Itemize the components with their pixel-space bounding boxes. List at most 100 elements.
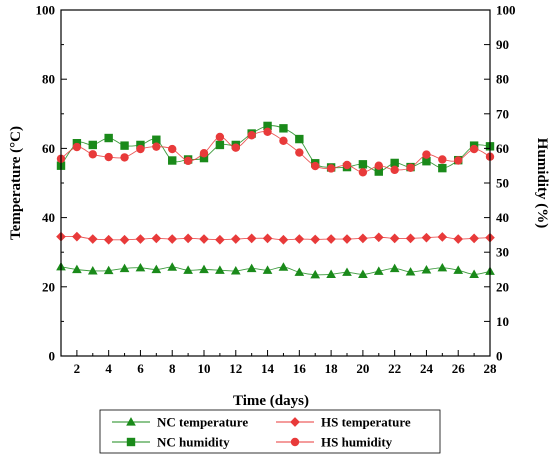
x-tick-label: 14 xyxy=(261,361,275,376)
data-point-nc-temperature xyxy=(294,267,305,276)
legend-item-nc-temperature: NC temperature xyxy=(112,415,248,430)
data-point-hs-temperature xyxy=(453,234,464,244)
data-point-hs-humidity xyxy=(183,156,193,166)
x-tick-label: 28 xyxy=(484,361,498,376)
data-point-hs-humidity xyxy=(104,152,113,162)
y-tick-label-left: 40 xyxy=(42,210,55,225)
x-tick-label: 26 xyxy=(452,361,466,376)
series-line-nc-temperature xyxy=(60,266,491,276)
data-point-hs-temperature xyxy=(421,232,432,243)
data-point-nc-temperature xyxy=(167,262,178,271)
series-line-nc-humidity xyxy=(60,125,491,173)
data-point-hs-humidity xyxy=(72,142,82,152)
x-tick-label: 22 xyxy=(388,361,401,376)
data-point-nc-temperature xyxy=(151,264,162,274)
series-line-hs-humidity xyxy=(60,131,491,173)
data-point-nc-humidity xyxy=(168,156,177,165)
data-point-nc-humidity xyxy=(88,140,97,150)
data-point-nc-temperature xyxy=(326,269,336,278)
data-point-nc-humidity xyxy=(120,141,129,150)
y-tick-label-right: 50 xyxy=(496,176,509,191)
legend-marker xyxy=(126,437,136,447)
data-point-hs-temperature xyxy=(358,233,368,244)
data-point-hs-humidity xyxy=(311,161,320,171)
data-point-hs-temperature xyxy=(135,234,146,244)
data-point-nc-temperature xyxy=(183,265,193,274)
data-point-nc-humidity xyxy=(199,153,209,163)
legend-label: HS temperature xyxy=(321,415,411,430)
plot-frame xyxy=(60,9,491,357)
data-point-hs-temperature xyxy=(246,233,257,244)
x-tick-label: 20 xyxy=(356,361,369,376)
data-point-nc-humidity xyxy=(295,134,304,144)
data-point-nc-humidity xyxy=(438,163,447,173)
legend-label: HS humidity xyxy=(321,435,393,450)
y-tick-label-left: 80 xyxy=(42,72,55,87)
y-tick-label-right: 40 xyxy=(496,210,509,225)
data-point-hs-humidity xyxy=(168,144,177,154)
data-point-hs-humidity xyxy=(279,136,288,145)
data-point-hs-temperature xyxy=(151,233,162,244)
legend-label: NC humidity xyxy=(157,435,230,450)
data-point-nc-temperature xyxy=(342,267,352,276)
data-point-hs-temperature xyxy=(183,233,193,244)
x-tick-label: 16 xyxy=(293,361,307,376)
data-point-nc-temperature xyxy=(119,263,130,273)
series-nc-temperature xyxy=(56,261,495,279)
x-tick-label: 6 xyxy=(137,361,144,376)
data-point-nc-temperature xyxy=(278,262,289,271)
series-nc-humidity xyxy=(56,121,495,176)
y-tick-label-left: 0 xyxy=(49,349,56,364)
data-point-nc-humidity xyxy=(104,133,113,143)
data-point-hs-temperature xyxy=(278,234,289,245)
plot-area xyxy=(56,121,495,279)
legend-item-hs-temperature: HS temperature xyxy=(276,415,411,430)
data-point-nc-temperature xyxy=(469,269,479,278)
legend-marker xyxy=(126,417,136,426)
y-tick-label-right: 100 xyxy=(496,3,516,18)
data-point-nc-humidity xyxy=(422,157,431,166)
data-point-hs-temperature xyxy=(437,232,448,242)
data-point-nc-humidity xyxy=(215,140,225,150)
data-point-hs-humidity xyxy=(199,149,209,158)
data-point-hs-humidity xyxy=(358,168,368,177)
y-tick-label-right: 70 xyxy=(496,106,509,121)
data-point-nc-temperature xyxy=(262,265,273,274)
data-point-hs-temperature xyxy=(310,234,321,245)
data-point-hs-temperature xyxy=(103,234,114,245)
data-point-nc-temperature xyxy=(215,265,225,274)
data-point-hs-temperature xyxy=(326,234,336,244)
y-tick-label-left: 60 xyxy=(42,141,55,156)
data-point-nc-temperature xyxy=(246,263,257,273)
data-point-hs-temperature xyxy=(87,234,98,244)
data-point-nc-temperature xyxy=(453,265,464,274)
axes xyxy=(60,9,491,357)
y-tick-label-right: 0 xyxy=(496,349,503,364)
data-point-hs-humidity xyxy=(374,161,383,170)
data-point-hs-temperature xyxy=(294,234,305,244)
data-point-nc-humidity xyxy=(358,160,368,169)
data-point-nc-temperature xyxy=(437,262,448,272)
y-tick-label-right: 20 xyxy=(496,279,509,294)
x-axis-label: Time (days) xyxy=(233,393,309,409)
data-point-hs-humidity xyxy=(422,150,431,159)
data-point-hs-humidity xyxy=(247,131,256,140)
legend-item-hs-humidity: HS humidity xyxy=(276,435,393,450)
x-tick-label: 18 xyxy=(325,361,339,376)
legend-marker xyxy=(290,437,300,447)
data-point-hs-humidity xyxy=(231,143,240,152)
series-line-hs-temperature xyxy=(60,236,491,241)
y-axis-label-left: Temperature (°C) xyxy=(8,126,24,240)
legend-box xyxy=(99,409,441,454)
data-point-nc-humidity xyxy=(279,124,288,133)
data-point-hs-temperature xyxy=(262,233,273,244)
data-point-hs-temperature xyxy=(119,234,130,245)
data-point-nc-temperature xyxy=(72,264,82,274)
data-point-nc-temperature xyxy=(103,265,114,275)
series-hs-humidity xyxy=(56,127,495,177)
data-point-hs-humidity xyxy=(215,132,225,142)
data-point-hs-temperature xyxy=(469,233,479,244)
data-point-hs-temperature xyxy=(230,234,241,244)
